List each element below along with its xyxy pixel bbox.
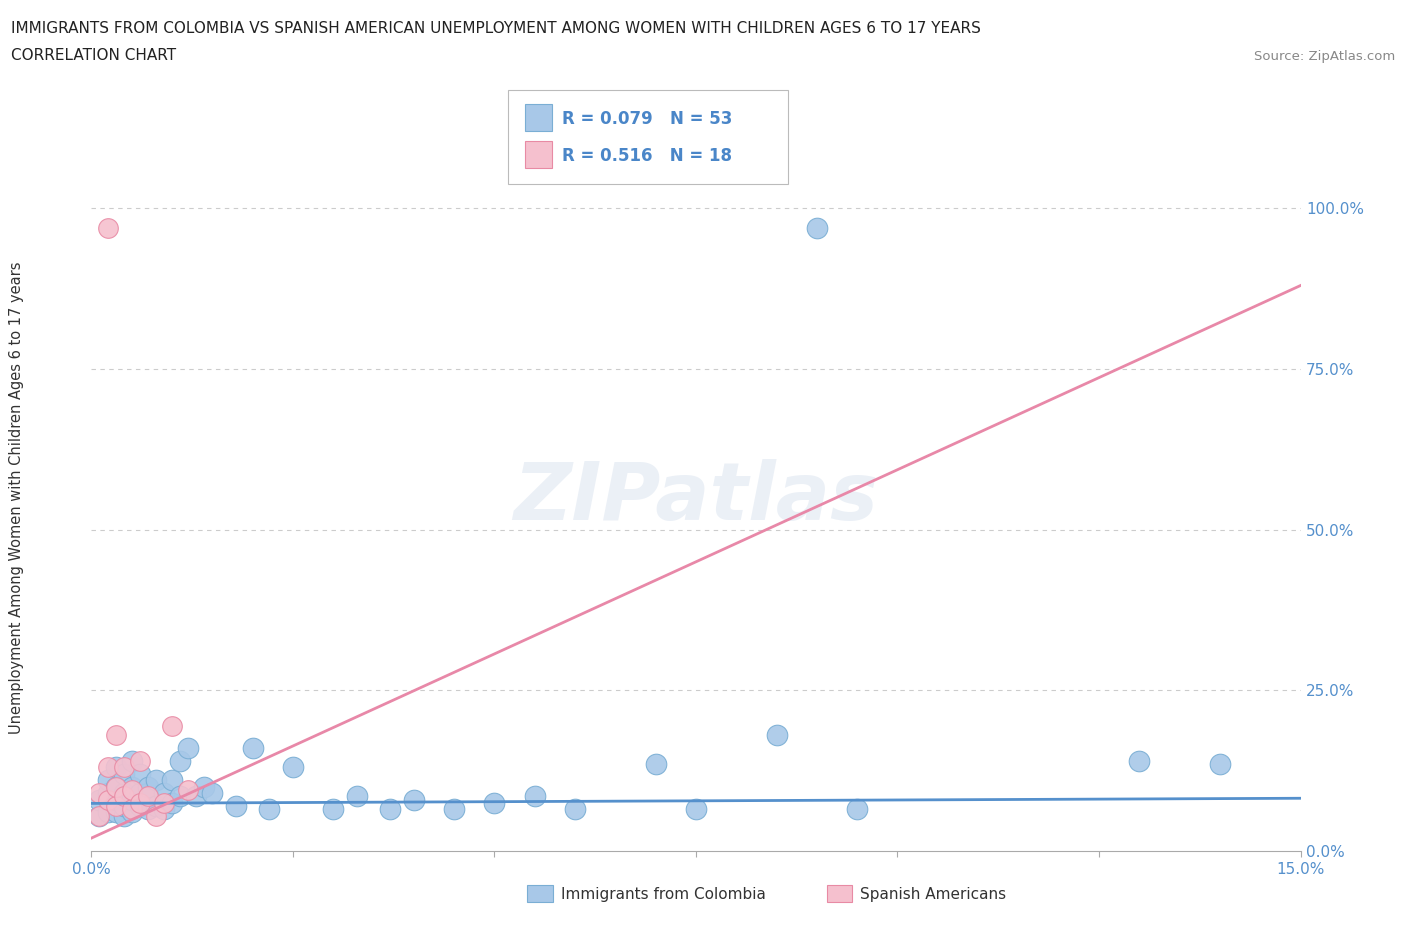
Point <box>128 795 150 810</box>
Point <box>128 753 150 768</box>
Point <box>128 786 150 801</box>
Point <box>104 779 127 794</box>
Point <box>281 760 304 775</box>
Point <box>153 795 176 810</box>
Point <box>128 766 150 781</box>
Point <box>104 760 127 775</box>
Point <box>1128 753 1150 768</box>
Point <box>378 802 401 817</box>
Point <box>177 782 200 797</box>
Point <box>685 802 707 817</box>
Point <box>644 757 666 772</box>
Point <box>160 773 183 788</box>
Point <box>242 740 264 755</box>
Point <box>112 799 135 814</box>
Point <box>96 805 118 820</box>
Point <box>169 753 191 768</box>
Text: R = 0.516   N = 18: R = 0.516 N = 18 <box>562 147 733 166</box>
Point <box>177 740 200 755</box>
Point <box>96 220 118 235</box>
Text: Spanish Americans: Spanish Americans <box>860 887 1007 902</box>
Point <box>104 799 127 814</box>
Point <box>765 728 787 743</box>
Point <box>193 779 215 794</box>
Point <box>846 802 869 817</box>
Point <box>96 786 118 801</box>
Text: Unemployment Among Women with Children Ages 6 to 17 years: Unemployment Among Women with Children A… <box>10 261 24 734</box>
Point <box>145 808 167 823</box>
Point <box>322 802 344 817</box>
Point <box>121 802 143 817</box>
Point <box>104 805 127 820</box>
Point <box>112 766 135 781</box>
Point <box>96 760 118 775</box>
Point <box>136 789 159 804</box>
Point <box>121 753 143 768</box>
Point <box>89 808 111 823</box>
Text: IMMIGRANTS FROM COLOMBIA VS SPANISH AMERICAN UNEMPLOYMENT AMONG WOMEN WITH CHILD: IMMIGRANTS FROM COLOMBIA VS SPANISH AMER… <box>11 20 981 35</box>
Point <box>160 718 183 733</box>
Text: Source: ZipAtlas.com: Source: ZipAtlas.com <box>1254 50 1395 63</box>
Point <box>96 773 118 788</box>
Text: ZIPatlas: ZIPatlas <box>513 458 879 537</box>
Point <box>160 795 183 810</box>
Point <box>112 760 135 775</box>
Point <box>104 728 127 743</box>
Point <box>186 789 208 804</box>
Point <box>121 779 143 794</box>
Point <box>153 802 176 817</box>
Point <box>89 792 111 807</box>
Point <box>402 792 425 807</box>
Point <box>145 773 167 788</box>
Point <box>153 786 176 801</box>
Point <box>104 792 127 807</box>
Point <box>523 789 546 804</box>
Point <box>89 786 111 801</box>
Point <box>201 786 224 801</box>
Point <box>112 808 135 823</box>
Point <box>121 782 143 797</box>
Point <box>443 802 465 817</box>
Point <box>225 799 247 814</box>
Point <box>136 789 159 804</box>
Point <box>112 786 135 801</box>
Point <box>346 789 368 804</box>
Point <box>484 795 506 810</box>
Point <box>128 799 150 814</box>
Point <box>104 779 127 794</box>
Text: Immigrants from Colombia: Immigrants from Colombia <box>561 887 766 902</box>
Point <box>136 802 159 817</box>
Point <box>121 805 143 820</box>
Point <box>145 799 167 814</box>
Point <box>112 789 135 804</box>
Point <box>564 802 586 817</box>
Text: R = 0.079   N = 53: R = 0.079 N = 53 <box>562 110 733 128</box>
Point <box>121 792 143 807</box>
Point <box>96 792 118 807</box>
Point <box>806 220 828 235</box>
Point <box>257 802 280 817</box>
Point <box>1209 757 1232 772</box>
Point <box>136 779 159 794</box>
Text: CORRELATION CHART: CORRELATION CHART <box>11 48 176 63</box>
Point <box>89 808 111 823</box>
Point <box>169 789 191 804</box>
